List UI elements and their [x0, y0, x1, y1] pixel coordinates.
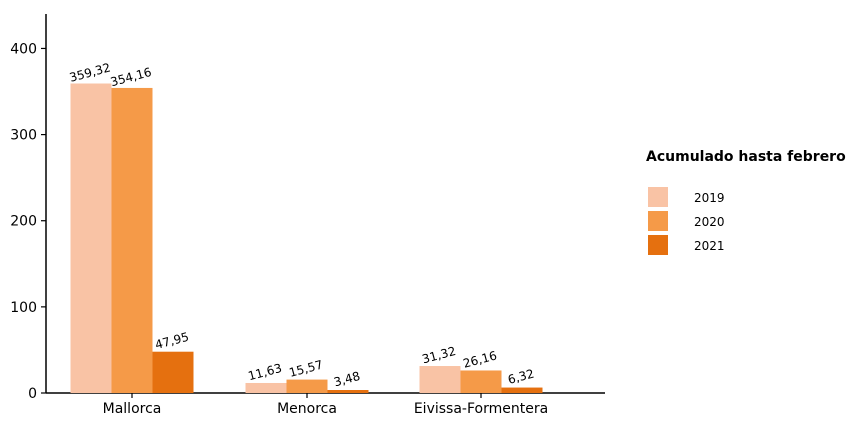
legend: Acumulado hasta febrero 2019 2020 2021 — [646, 149, 846, 255]
bar-2020 — [111, 87, 153, 393]
data-label: 354,16 — [109, 65, 153, 89]
legend-swatch-2021 — [648, 235, 668, 255]
data-label: 11,63 — [247, 361, 284, 383]
legend-swatch-2020 — [648, 211, 668, 231]
y-tick-label: 100 — [10, 300, 37, 316]
bar-2019 — [419, 366, 461, 393]
bar-2019 — [245, 382, 287, 393]
legend-label: 2021 — [694, 239, 725, 253]
data-label: 359,32 — [68, 60, 112, 84]
bars — [70, 83, 543, 394]
bar-2019 — [70, 83, 112, 394]
legend-label: 2019 — [694, 191, 725, 205]
x-category-label: Eivissa-Formentera — [414, 401, 548, 417]
data-label: 6,32 — [506, 366, 535, 386]
y-tick-label: 0 — [28, 386, 37, 402]
x-category-label: Menorca — [277, 401, 337, 417]
data-label: 31,32 — [421, 344, 458, 366]
data-label: 15,57 — [288, 358, 325, 380]
y-tick-label: 300 — [10, 128, 37, 144]
legend-title: Acumulado hasta febrero — [646, 149, 846, 165]
y-tick-label: 200 — [10, 214, 37, 230]
data-label: 26,16 — [462, 348, 499, 370]
y-tick-label: 400 — [10, 41, 37, 57]
data-label: 3,48 — [332, 369, 361, 389]
x-axis-categories: Mallorca Menorca Eivissa-Formentera — [103, 393, 548, 417]
y-axis-ticks: 0 100 200 300 400 — [10, 41, 46, 402]
bar-2021 — [501, 387, 543, 393]
legend-swatch-2019 — [648, 187, 668, 207]
bar-2020 — [460, 370, 502, 393]
bar-2020 — [286, 379, 328, 393]
legend-label: 2020 — [694, 215, 725, 229]
data-label: 47,95 — [154, 330, 191, 352]
bar-2021 — [152, 351, 194, 393]
bar-2021 — [327, 390, 369, 393]
x-category-label: Mallorca — [103, 401, 162, 417]
